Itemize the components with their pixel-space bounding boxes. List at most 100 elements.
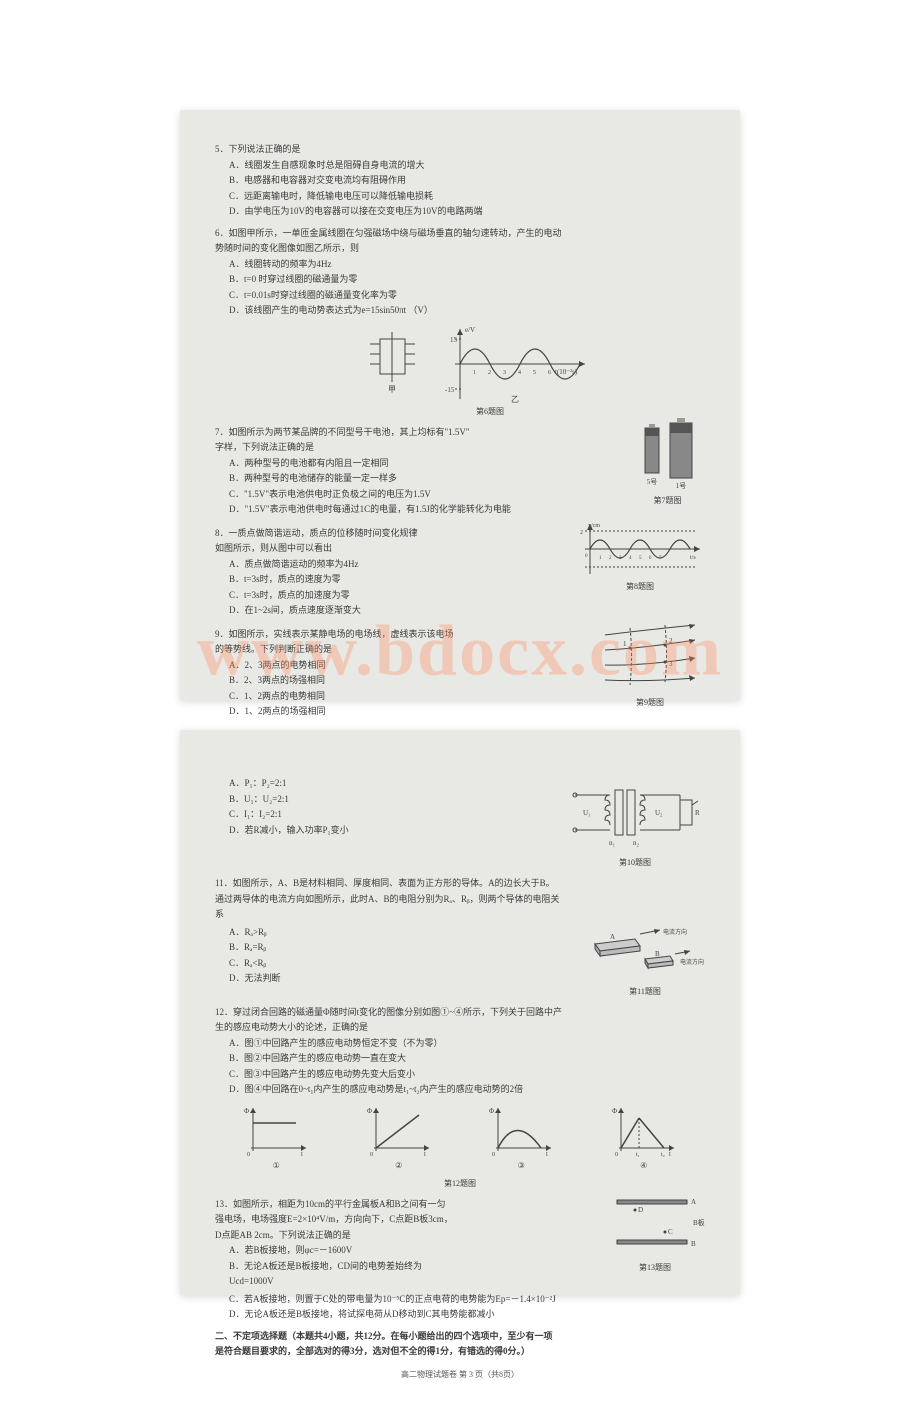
q6-d: D．该线圈产生的电动势表达式为e=15sin50πt （V） [215, 304, 705, 318]
svg-text:t: t [546, 1150, 548, 1158]
q12-c: C．图③中回路产生的感应电动势先变大后变小 [215, 1068, 705, 1082]
svg-text:t(10⁻²s): t(10⁻²s) [555, 368, 578, 376]
svg-text:-15: -15 [445, 386, 455, 394]
q12-head: 12．穿过闭合回路的磁通量Φ随时间t变化的图像分别如图①~④所示，下列关于回路中… [215, 1006, 705, 1020]
svg-text:Φ: Φ [367, 1107, 372, 1115]
q13-line2: 强电场，电场强度E=2×10⁴V/m，方向向下，C点距B板3cm， [215, 1213, 597, 1227]
q5-c: C．远距离输电时，降低输电电压可以降低输电损耗 [215, 190, 705, 204]
q9-figure: 1 2 3 第9题图 [595, 620, 705, 709]
q7-c: C．"1.5V"表示电池供电时正负极之间的电压为1.5V [215, 488, 622, 502]
q13-fig-label: 第13题图 [605, 1262, 705, 1274]
q11-fig-label: 第11题图 [585, 986, 705, 998]
q8-a: A．质点做简谐运动的频率为4Hz [215, 558, 567, 572]
svg-text:甲: 甲 [388, 385, 396, 394]
svg-text:t: t [301, 1150, 303, 1158]
q9-fig-label: 第9题图 [595, 697, 705, 709]
svg-text:t/s: t/s [690, 555, 696, 561]
q10-fig-label: 第10题图 [565, 857, 705, 869]
svg-text:2: 2 [669, 637, 673, 645]
q6-head: 6．如图甲所示，一单匝金属线圈在匀强磁场中绕与磁场垂直的轴匀速转动，产生的电动 [215, 227, 705, 241]
svg-text:2: 2 [580, 530, 583, 536]
svg-text:n₂: n₂ [633, 839, 640, 847]
svg-text:6: 6 [649, 556, 652, 561]
q6-figure-sine: 15 -15 e/V t(10⁻²s) 1 2 3 4 5 6 乙 [445, 324, 595, 404]
section2-head: 二、不定项选择题（本题共4小题，共12分。在每小题给出的四个选项中，至少有一项 [215, 1330, 705, 1344]
q6-a: A．线圈转动的频率为4Hz [215, 258, 705, 272]
svg-text:1: 1 [473, 370, 476, 376]
q11-line2: 通过两导体的电流方向如图所示，此时A、B的电阻分别为Rₐ、Rᵦ，则两个导体的电阻… [215, 893, 705, 907]
q10-d: D．若R减小，输入功率P₁变小 [215, 824, 557, 838]
section2-head-b: 是符合题目要求的，全部选对的得3分，选对但不全的得1分，有错选的得0分。） [215, 1345, 705, 1359]
q11-head: 11．如图所示，A、B是材料相同、厚度相同、表面为正方形的导体。A的边长大于B。 [215, 877, 705, 891]
svg-text:3: 3 [619, 556, 622, 561]
q11-figure: 电流方向 电流方向 A B 第11题图 [585, 924, 705, 998]
svg-text:Φ: Φ [612, 1107, 617, 1115]
q12-label-1: ① [241, 1160, 311, 1172]
q7-head: 7．如图所示为两节某品牌的不同型号干电池，其上均标有"1.5V" [215, 426, 622, 440]
q7-d: D．"1.5V"表示电池供电时每通过1C的电量，有1.5J的化学能转化为电能 [215, 503, 622, 517]
svg-text:5: 5 [533, 370, 536, 376]
svg-text:0: 0 [247, 1152, 250, 1158]
q7-figure: 5号 1号 第7题图 [630, 418, 705, 507]
svg-text:B: B [691, 1240, 696, 1248]
q12-graph-4: Φ t 0 t₁ t₂ ④ [609, 1103, 679, 1172]
q12-a: A．图①中回路产生的感应电动势恒定不变（不为零） [215, 1037, 705, 1051]
q9-head2: 的等势线。下列判断正确的是 [215, 643, 587, 657]
q8-head: 8．一质点做简谐运动，质点的位移随时间变化规律 [215, 527, 567, 541]
q8-figure: 2 x/cm t/s 1 2 3 4 5 6 7 0 第8题图 [575, 519, 705, 593]
q12-label-2: ② [364, 1160, 434, 1172]
q9-b: B．2、3两点的场强相同 [215, 674, 587, 688]
svg-text:电流方向: 电流方向 [680, 958, 704, 966]
q7-a: A．两种型号的电池都有内阻且一定相同 [215, 457, 622, 471]
q5-head: 5．下列说法正确的是 [215, 143, 705, 157]
svg-text:t₁: t₁ [636, 1152, 640, 1158]
q12-b: B．图②中回路产生的感应电动势一直在变大 [215, 1052, 705, 1066]
svg-text:R: R [695, 809, 700, 817]
q8-b: B．t=3s时，质点的速度为零 [215, 573, 567, 587]
svg-text:4: 4 [518, 370, 521, 376]
svg-text:D: D [638, 1206, 643, 1214]
q5-d: D．由学电压为10V的电容器可以接在交变电压为10V的电路两端 [215, 205, 705, 219]
svg-text:7: 7 [659, 556, 662, 561]
svg-text:5: 5 [639, 556, 642, 561]
q10-figure: U₁ U₂ n₁ n₂ R 第10题图 [565, 775, 705, 869]
q7-fig-label: 第7题图 [630, 495, 705, 507]
svg-text:3: 3 [503, 370, 506, 376]
q12-graph-1: Φ t 0 ① [241, 1103, 311, 1172]
svg-text:Φ: Φ [489, 1107, 494, 1115]
svg-text:2: 2 [488, 370, 491, 376]
svg-text:1号: 1号 [676, 482, 687, 490]
q12-label-3: ③ [486, 1160, 556, 1172]
svg-text:A: A [691, 1198, 696, 1206]
q13-a: A．若B板接地，则φc=－1600V [215, 1244, 597, 1258]
q9-a: A．2、3两点的电势相同 [215, 659, 587, 673]
q9-head: 9．如图所示，实线表示某静电场的电场线，虚线表示该电场 [215, 628, 587, 642]
q11-c: C．Rₐ<Rᵦ [215, 957, 577, 971]
q11-b: B．Rₐ=Rᵦ [215, 941, 577, 955]
q13-b2: Ucd=1000V [215, 1275, 597, 1289]
svg-text:0: 0 [615, 1152, 618, 1158]
q12-fig-label: 第12题图 [215, 1178, 705, 1190]
svg-text:t: t [669, 1150, 671, 1158]
q12-label-4: ④ [609, 1160, 679, 1172]
page-1-content: 5．下列说法正确的是 A．线圈发生自感现象时总是阻碍自身电流的增大 B．电感器和… [180, 110, 740, 815]
svg-text:6: 6 [548, 370, 551, 376]
svg-text:4: 4 [629, 556, 632, 561]
svg-text:1: 1 [599, 556, 602, 561]
svg-text:15: 15 [450, 336, 458, 344]
q8-d: D．在1~2s间，质点速度逐渐变大 [215, 604, 567, 618]
svg-text:5号: 5号 [647, 478, 658, 486]
q13-b: B．无论A板还是B板接地，CD间的电势差始终为 [215, 1260, 597, 1274]
q6-head2: 势随时间的变化图像如图乙所示，则 [215, 242, 705, 256]
q12-head2: 生的感应电动势大小的论述，正确的是 [215, 1021, 705, 1035]
q13-figure: A B C D B板 第13题图 [605, 1190, 705, 1274]
q13-head: 13．如图所示，相距为10cm的平行金属板A和B之间有一匀 [215, 1198, 597, 1212]
svg-text:B板: B板 [693, 1218, 705, 1227]
q9-d: D．1、2两点的场强相同 [215, 705, 587, 719]
page2-footer: 高二物理试题卷 第 3 页（共8页） [215, 1369, 705, 1381]
q10-a: A．P₁：P₂=2:1 [215, 777, 557, 791]
q11-d: D．无法判断 [215, 972, 577, 986]
svg-text:1: 1 [623, 640, 627, 648]
q6-figure-coil: 甲 [365, 324, 425, 404]
q11-line3: 系 [215, 908, 705, 922]
